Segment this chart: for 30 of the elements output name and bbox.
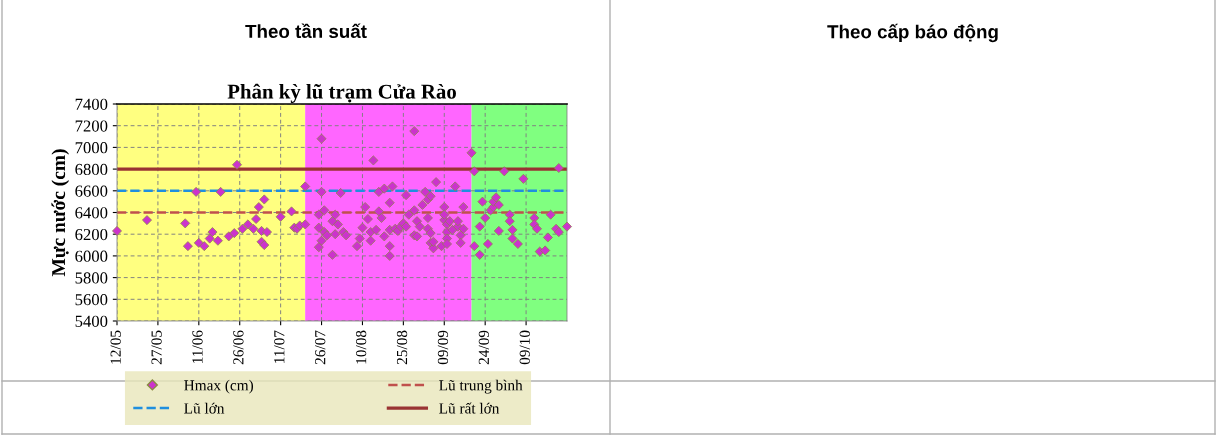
y-tick-label: 6200 — [75, 228, 108, 241]
y-tick-label: 6600 — [75, 185, 108, 197]
text: Theo cấp báo động — [827, 23, 998, 43]
x-tick-label: 09/09 — [437, 330, 449, 365]
y-tick-label: 6000 — [75, 250, 108, 262]
x-tick-label: 11/07 — [274, 330, 285, 363]
text: Theo tần suất — [245, 23, 367, 39]
y-axis-title: Mực nước (cm) — [51, 149, 70, 277]
x-tick-label: 26/07 — [315, 330, 326, 365]
legend-label: Lũ trung bình — [439, 379, 523, 394]
chart-title: Phân kỳ lũ trạm Cửa Rào — [227, 83, 456, 103]
x-tick-label: 24/09 — [478, 330, 490, 365]
y-tick-label: 7000 — [75, 142, 108, 154]
y-tick-label: 5400 — [75, 315, 108, 327]
y-tick-label: 7400 — [75, 98, 108, 110]
legend-label: Lũ lớn — [184, 402, 225, 414]
y-tick-label: 5800 — [75, 272, 108, 284]
y-tick-label: 6400 — [75, 207, 108, 219]
legend-label: Lũ rất lớn — [439, 402, 500, 414]
legend-label: Hmax (cm) — [184, 379, 254, 394]
x-tick-label: 09/10 — [519, 330, 530, 365]
x-tick-label: 25/08 — [396, 330, 408, 365]
y-tick-label: 7200 — [75, 120, 108, 132]
y-tick-label: 6800 — [75, 163, 108, 176]
y-tick-label: 5600 — [75, 294, 108, 306]
x-tick-label: 12/05 — [110, 330, 121, 364]
x-tick-label: 10/08 — [355, 330, 367, 364]
x-tick-label: 27/05 — [151, 330, 162, 365]
x-tick-label: 11/06 — [192, 330, 203, 363]
x-tick-label: 26/06 — [233, 330, 244, 365]
